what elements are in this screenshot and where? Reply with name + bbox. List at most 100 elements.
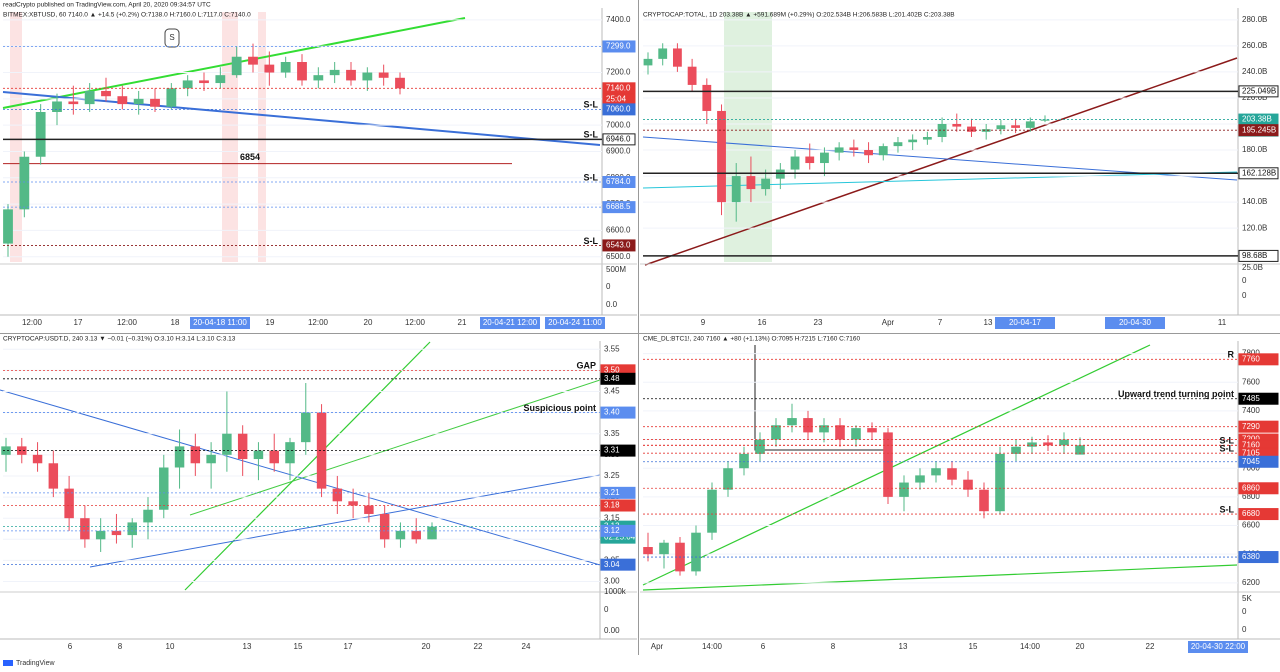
tag-note: R [1228,350,1235,360]
candle-body [963,479,973,490]
time-highlight-bg [545,317,605,329]
candle-body [316,412,327,489]
price-tag: 3.31 [604,446,620,455]
trendline [2,91,601,146]
time-label: 12:00 [308,318,329,327]
candle-body [643,58,653,66]
y-tick-label: 3.45 [604,387,620,396]
trendline [184,341,431,591]
y-tick-label: 7400.0 [606,15,631,24]
price-tag-bg [1238,508,1279,521]
time-label: 9 [701,318,706,327]
time-highlight: 20-04-17 [1009,318,1042,327]
time-label: Apr [882,318,895,327]
time-label: 10 [166,642,175,651]
y-tick-label: 280.0B [1242,15,1267,24]
time-label: 22 [1146,642,1155,651]
candle-body [206,454,216,464]
y-tick-label: 7800 [1242,349,1260,358]
time-label: 20 [1076,642,1085,651]
tag-note: S-L [584,236,599,246]
time-label: 15 [294,642,303,651]
y-tick-label: 180.0B [1242,145,1267,154]
candle-body [672,48,682,67]
candle-body [231,56,242,76]
time-label: 6 [761,642,766,651]
price-tag-bg [1238,124,1279,137]
candle-body [771,425,781,440]
candle-body [702,84,712,111]
y-tick-label: 3.15 [604,513,620,522]
candle-body [133,98,144,105]
candle-body [851,428,861,440]
price-tag: 3.04 [604,560,620,569]
candle-body [166,88,177,107]
price-tag-bg [602,201,636,214]
candle-body [52,101,62,112]
candle-body [222,433,232,455]
candle-body [867,428,877,433]
trendline [754,345,890,451]
candle-body [199,80,209,84]
time-label: 20 [364,318,373,327]
time-label: 12:00 [405,318,426,327]
y-tick-label: 6600 [1242,521,1260,530]
lower-pane-label: 0.00 [604,626,620,635]
candle-body [17,446,27,455]
candle-body [329,69,340,76]
lower-pane-label: 0 [1242,276,1247,285]
y-tick-label: 6800 [1242,492,1260,501]
price-tag: 6860 [1242,483,1260,492]
candle-body [1011,125,1021,128]
candle-body [746,176,756,190]
tag-note: GAP [576,361,596,371]
y-tick-label: 7400 [1242,406,1260,415]
candle-body [117,96,128,105]
lower-pane-label: 0 [604,605,609,614]
price-tag: 195.245B [1242,125,1276,134]
y-tick-label: 3.25 [604,471,620,480]
lower-pane-label: 1000k [604,587,627,596]
candle-body [297,62,307,81]
candle-body [362,72,373,81]
price-tag-bg [1238,353,1279,366]
price-tag-bg [600,558,636,571]
candle-body [3,209,13,244]
candle-body [127,522,137,536]
y-tick-label: 3.35 [604,429,620,438]
time-label: 11 [1218,318,1227,327]
price-tag: 98.68B [1242,251,1267,260]
time-label: 18 [171,318,180,327]
lower-pane-label: 5K [1242,594,1252,603]
time-label: 14:00 [1020,642,1041,651]
price-tag: 6784.0 [606,177,631,186]
price-tag: 225.049B [1242,86,1276,95]
time-highlight-bg [1188,641,1248,653]
candle-body [215,75,226,84]
time-label: 20 [422,642,431,651]
candle-body [101,90,111,97]
price-tag: 7760 [1242,354,1260,363]
footer-brand: TradingView [16,660,55,667]
highlight-band [258,12,266,262]
price-tag: 7060.0 [606,104,631,113]
candle-body [899,482,909,497]
symbol-header: BITMEX:XBTUSD, 60 7140.0 ▲ +14.5 (+0.2%)… [3,12,251,19]
price-tag-bg [1238,420,1279,433]
candle-body [95,530,106,540]
price-tag-bg [1238,85,1279,98]
time-label: 12:00 [117,318,138,327]
price-tag: 7299.0 [606,42,631,51]
y-tick-label: 240.0B [1242,67,1267,76]
candle-body [835,425,845,440]
candle-body [280,62,291,73]
price-tag: 3.21 [604,488,620,497]
price-tag: 3.50 [604,365,620,374]
price-tag: 7045 [1242,457,1260,466]
time-highlight: 20-04-30 22:00 [1191,642,1246,651]
time-label: 13 [899,642,908,651]
y-tick-label: 220.0B [1242,93,1267,102]
tag-note: Upward trend turning point [1118,389,1234,399]
price-tag: 7105 [1242,448,1260,457]
candle-body [878,146,888,156]
